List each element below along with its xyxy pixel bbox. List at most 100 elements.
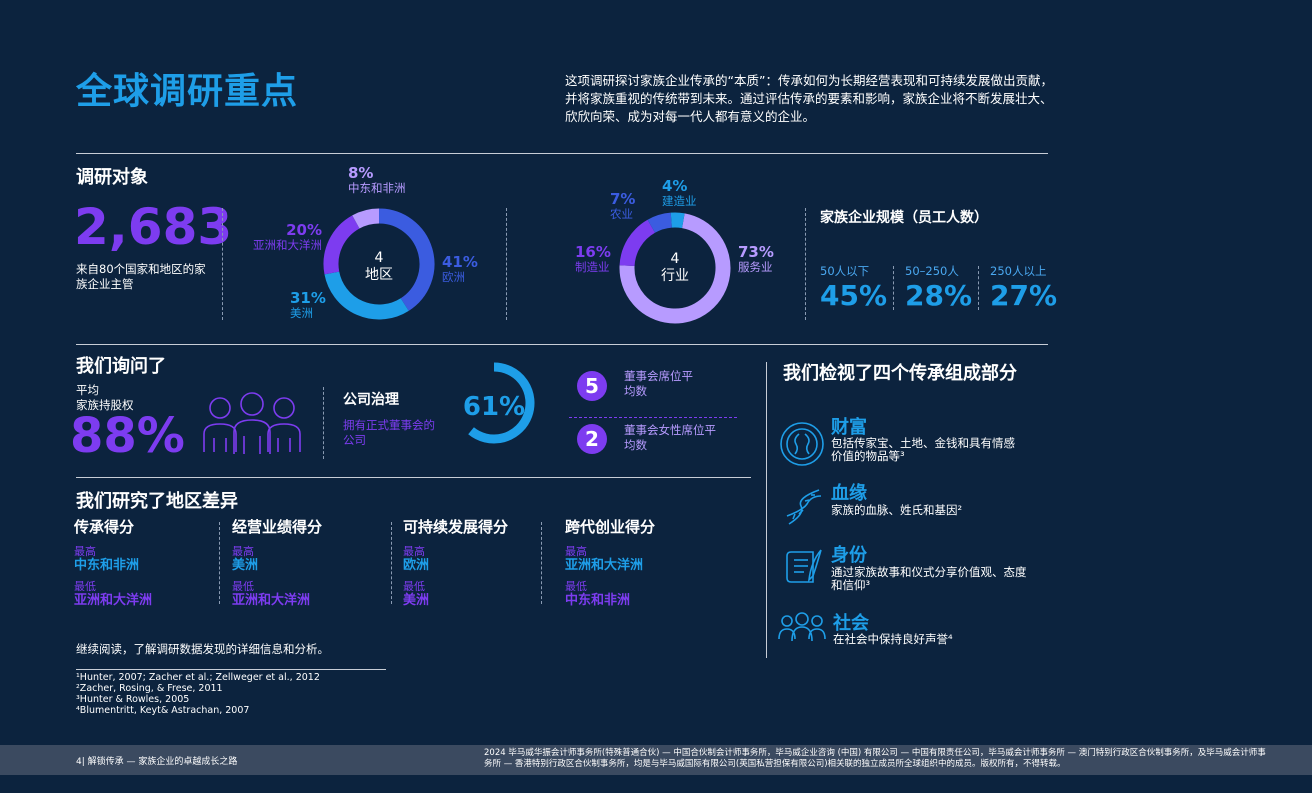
size-heading: 家族企业规模（员工人数）: [820, 210, 988, 226]
region-col-sustainability: 可持续发展得分 最高 欧洲 最低 美洲: [403, 516, 508, 609]
female-seats-num: 2: [577, 424, 607, 454]
lowest-value: 美洲: [403, 593, 430, 608]
lowest-value: 亚洲和大洋洲: [232, 593, 311, 608]
dna-icon: [786, 489, 822, 525]
divider-3: [805, 208, 806, 320]
region-legend-me: 8% 中东和非洲: [348, 165, 406, 195]
industry-segment-3: [670, 212, 685, 229]
region-name-am: 美洲: [290, 306, 313, 320]
family-people-icon: [203, 392, 301, 454]
footnote-2: ²Zacher, Rosing, & Frese, 2011: [76, 683, 223, 694]
region-col-title: 经营业绩得分: [232, 518, 323, 536]
region-legend-am: 31% 美洲: [290, 290, 326, 320]
size-value-2: 28%: [905, 279, 973, 312]
wealth-title: 财富: [831, 417, 867, 438]
industry-segment-1: [619, 219, 656, 267]
footnote-1: ¹Hunter, 2007; Zacher et al.; Zellweger …: [76, 672, 320, 683]
size-divider-2: [978, 266, 979, 310]
region-pct-ap: 20%: [286, 221, 322, 239]
footer-bar: [0, 745, 1312, 775]
identity-title: 身份: [831, 545, 867, 566]
wealth-icon: [780, 422, 824, 466]
lowest-label: 最低: [232, 580, 254, 593]
industry-segment-2: [647, 212, 673, 233]
middle-divider: [76, 344, 1048, 345]
governance-value: 61%: [462, 392, 526, 422]
respondent-count: 2,683: [74, 198, 233, 256]
highest-value: 中东和非洲: [74, 558, 140, 573]
region-legend-ap: 20% 亚洲和大洋洲: [246, 222, 322, 252]
board-seats-num: 5: [577, 371, 607, 401]
industry-legend-mfg: 16% 制造业: [575, 244, 611, 274]
lowest-value: 中东和非洲: [565, 593, 631, 608]
asked-heading: 我们询问了: [76, 356, 166, 377]
lowest-value: 亚洲和大洋洲: [74, 593, 153, 608]
identity-desc-1: 通过家族故事和仪式分享价值观、态度: [831, 565, 1027, 579]
highest-label: 最高: [565, 545, 587, 558]
footer-page-label: 4| 解锁传承 — 家族企业的卓越成长之路: [76, 757, 238, 767]
region-col-title: 传承得分: [74, 518, 135, 536]
identity-desc-2: 和信仰³: [831, 578, 871, 592]
region-pct-am: 31%: [290, 289, 326, 307]
ownership-label-1: 平均: [76, 383, 99, 397]
wealth-desc-2: 价值的物品等³: [831, 449, 905, 463]
ownership-value: 88%: [70, 408, 185, 464]
page-title: 全球调研重点: [76, 71, 299, 112]
highest-value: 亚洲和大洋洲: [565, 558, 644, 573]
divider-2: [506, 208, 507, 320]
bloodline-title: 血缘: [831, 483, 867, 504]
female-seats-label: 董事会女性席位平均数: [624, 423, 716, 452]
industry-label: 行业: [661, 268, 689, 284]
industry-pct-ag: 7%: [610, 190, 636, 208]
region-segment-0: [378, 208, 435, 311]
size-value-3: 27%: [990, 279, 1058, 312]
size-divider-1: [893, 266, 894, 310]
region-divider-3: [541, 522, 542, 604]
footnote-rule: [76, 669, 386, 670]
industry-name-ag: 农业: [610, 207, 633, 221]
footnote-4: ⁴Blumentritt, Keyt& Astrachan, 2007: [76, 705, 250, 716]
society-desc: 在社会中保持良好声誉⁴: [833, 632, 953, 646]
region-name-me: 中东和非洲: [348, 181, 406, 195]
intro-text: 这项调研探讨家族企业传承的“本质”：传承如何为长期经营表现和可持续发展做出贡献，…: [565, 73, 1053, 124]
components-divider: [766, 362, 767, 658]
region-segment-2: [323, 215, 360, 275]
community-icon: [778, 612, 826, 642]
size-item-2: 50–250人 28%: [905, 263, 972, 312]
size-label-2: 50–250人: [905, 264, 959, 278]
region-donut-center: 4 地区: [354, 250, 404, 284]
industry-pct-mfg: 16%: [575, 243, 611, 261]
size-item-1: 50人以下 45%: [820, 263, 887, 312]
governance-heading: 公司治理: [343, 392, 399, 408]
highest-value: 美洲: [232, 558, 259, 573]
region-name-eu: 欧洲: [442, 270, 465, 284]
governance-desc: 拥有正式董事会的公司: [343, 418, 435, 447]
regions-heading: 我们研究了地区差异: [76, 491, 238, 512]
size-label-1: 50人以下: [820, 264, 870, 278]
subjects-heading: 调研对象: [76, 167, 148, 188]
region-donut: [323, 208, 435, 320]
region-col-entrepreneurship: 跨代创业得分 最高 亚洲和大洋洲 最低 中东和非洲: [565, 516, 655, 609]
size-label-3: 250人以上: [990, 264, 1047, 278]
industry-donut-center: 4 行业: [650, 251, 700, 285]
lowest-label: 最低: [565, 580, 587, 593]
society-title: 社会: [833, 613, 869, 634]
region-legend-eu: 41% 欧洲: [442, 254, 478, 284]
divider-4: [323, 387, 324, 459]
industry-donut: [619, 212, 731, 324]
industry-legend-con: 4% 建造业: [662, 178, 697, 208]
region-divider-1: [219, 522, 220, 604]
region-col-title: 跨代创业得分: [565, 518, 656, 536]
industry-count: 4: [670, 251, 680, 267]
region-pct-me: 8%: [348, 164, 374, 182]
respondent-desc: 来自80个国家和地区的家族企业主管: [76, 262, 206, 291]
ownership-label-2: 家族持股权: [76, 398, 134, 412]
footnote-3: ³Hunter & Rowles, 2005: [76, 694, 190, 705]
bloodline-desc: 家族的血脉、姓氏和基因²: [831, 503, 963, 517]
industry-segment-0: [619, 213, 731, 324]
asked-divider: [76, 477, 751, 478]
highest-label: 最高: [74, 545, 96, 558]
region-label: 地区: [365, 267, 393, 283]
region-divider-2: [391, 522, 392, 604]
region-col-performance: 经营业绩得分 最高 美洲 最低 亚洲和大洋洲: [232, 516, 322, 609]
